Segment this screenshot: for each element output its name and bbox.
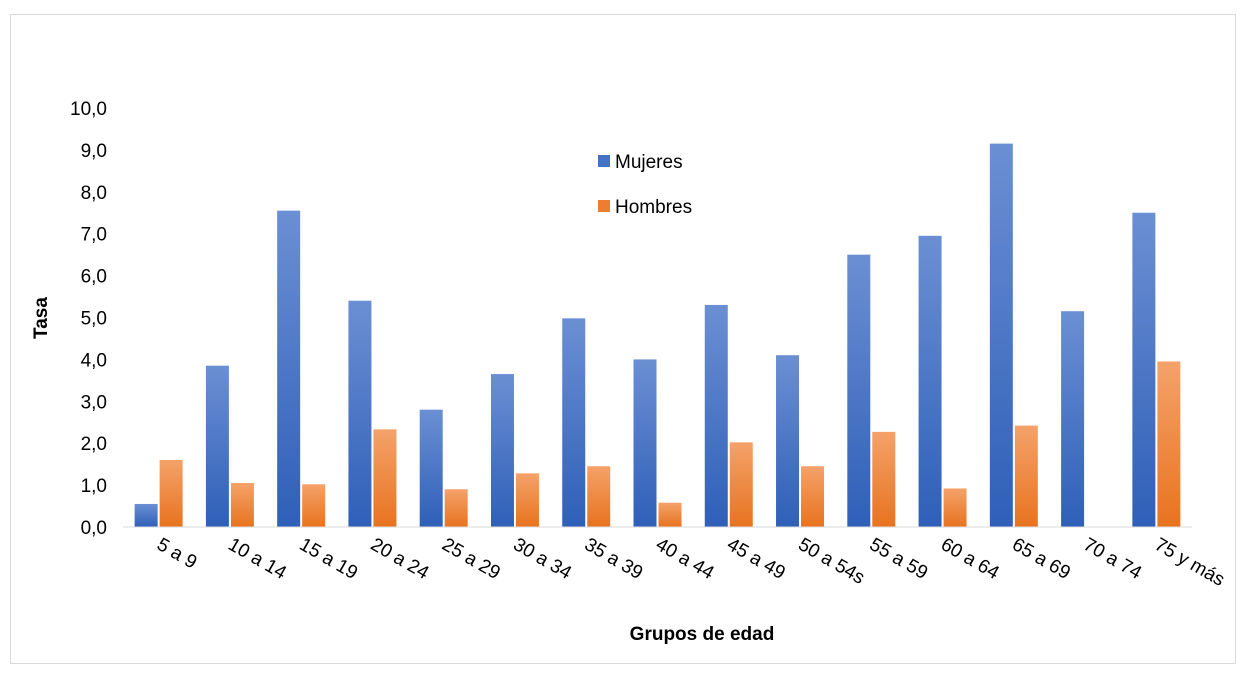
bar-mujeres-0 xyxy=(134,503,158,527)
bar-mujeres-7 xyxy=(633,359,657,527)
bar-hombres-0 xyxy=(159,459,183,527)
y-tick-label: 3,0 xyxy=(81,392,107,413)
x-tick-label: 55 a 59 xyxy=(866,534,931,584)
y-tick-label: 5,0 xyxy=(81,309,107,330)
x-tick-label: 70 a 74 xyxy=(1080,534,1146,584)
legend: Mujeres Hombres xyxy=(598,152,692,218)
legend-label-hombres: Hombres xyxy=(615,197,692,218)
legend-swatch-hombres xyxy=(598,200,610,212)
bar-hombres-4 xyxy=(444,489,468,527)
bar-mujeres-11 xyxy=(918,235,942,528)
bar-hombres-10 xyxy=(872,431,896,527)
y-tick-label: 10,0 xyxy=(70,99,107,120)
bar-hombres-14 xyxy=(1157,361,1181,527)
y-tick-label: 8,0 xyxy=(81,183,107,204)
y-tick-label: 4,0 xyxy=(81,350,107,371)
bar-hombres-9 xyxy=(801,466,825,527)
bar-hombres-8 xyxy=(729,442,753,527)
y-tick-label: 7,0 xyxy=(81,225,107,246)
bar-hombres-6 xyxy=(587,466,611,527)
bar-mujeres-8 xyxy=(704,304,728,527)
x-tick-label: 20 a 24 xyxy=(367,534,433,584)
bar-hombres-11 xyxy=(943,488,967,527)
y-tick-label: 2,0 xyxy=(81,434,107,455)
bar-mujeres-12 xyxy=(989,143,1013,528)
bar-mujeres-6 xyxy=(562,318,586,527)
bar-mujeres-1 xyxy=(205,365,229,527)
y-tick-label: 6,0 xyxy=(81,267,107,288)
x-tick-label: 60 a 64 xyxy=(937,534,1003,584)
bar-mujeres-9 xyxy=(776,355,800,527)
chart-frame xyxy=(10,14,1236,664)
bar-hombres-7 xyxy=(658,502,682,527)
y-axis-ticks: 0,0 1,0 2,0 3,0 4,0 5,0 6,0 7,0 8,0 9,0 10,0 xyxy=(70,99,107,539)
x-axis-ticks: 5 a 9 10 a 14 15 a 19 20 a 24 25 a 29 30 a 34… xyxy=(153,534,1228,591)
x-tick-label: 65 a 69 xyxy=(1008,534,1073,584)
x-tick-label: 25 a 29 xyxy=(438,534,503,584)
legend-swatch-mujeres xyxy=(598,155,610,167)
bar-hombres-12 xyxy=(1014,425,1038,527)
bars xyxy=(134,143,1181,528)
bar-mujeres-3 xyxy=(348,300,372,527)
bar-mujeres-4 xyxy=(419,409,443,527)
x-tick-label: 45 a 49 xyxy=(723,534,788,584)
y-axis-title: Tasa xyxy=(31,297,52,339)
x-tick-label: 35 a 39 xyxy=(581,534,646,584)
x-tick-label: 5 a 9 xyxy=(153,534,200,573)
bar-hombres-2 xyxy=(302,484,326,527)
x-tick-label: 30 a 34 xyxy=(509,534,575,584)
x-tick-label: 40 a 44 xyxy=(652,534,718,584)
y-tick-label: 9,0 xyxy=(81,141,107,162)
bar-hombres-5 xyxy=(515,473,539,527)
x-tick-label: 10 a 14 xyxy=(224,534,290,584)
bar-mujeres-14 xyxy=(1132,212,1156,527)
y-tick-label: 0,0 xyxy=(81,518,107,539)
bar-mujeres-10 xyxy=(847,254,871,527)
x-tick-label: 75 y más xyxy=(1151,534,1228,591)
bar-mujeres-13 xyxy=(1061,311,1085,527)
y-tick-label: 1,0 xyxy=(81,476,107,497)
legend-label-mujeres: Mujeres xyxy=(615,152,683,173)
bar-hombres-3 xyxy=(373,429,397,527)
bar-hombres-1 xyxy=(230,483,254,527)
x-tick-label: 15 a 19 xyxy=(296,534,361,584)
bar-mujeres-2 xyxy=(277,210,301,527)
bar-mujeres-5 xyxy=(490,374,514,527)
x-tick-label: 50 a 54s xyxy=(795,534,869,589)
x-axis-title: Grupos de edad xyxy=(630,624,775,645)
